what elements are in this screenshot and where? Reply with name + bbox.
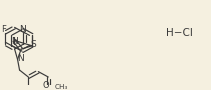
Text: S: S: [31, 40, 37, 49]
Text: F: F: [1, 25, 5, 34]
Text: CH₃: CH₃: [55, 84, 68, 90]
Text: N: N: [11, 37, 18, 46]
Text: N: N: [17, 54, 23, 63]
Text: N: N: [19, 25, 26, 34]
Text: H−Cl: H−Cl: [166, 28, 192, 38]
Text: O: O: [43, 81, 50, 90]
